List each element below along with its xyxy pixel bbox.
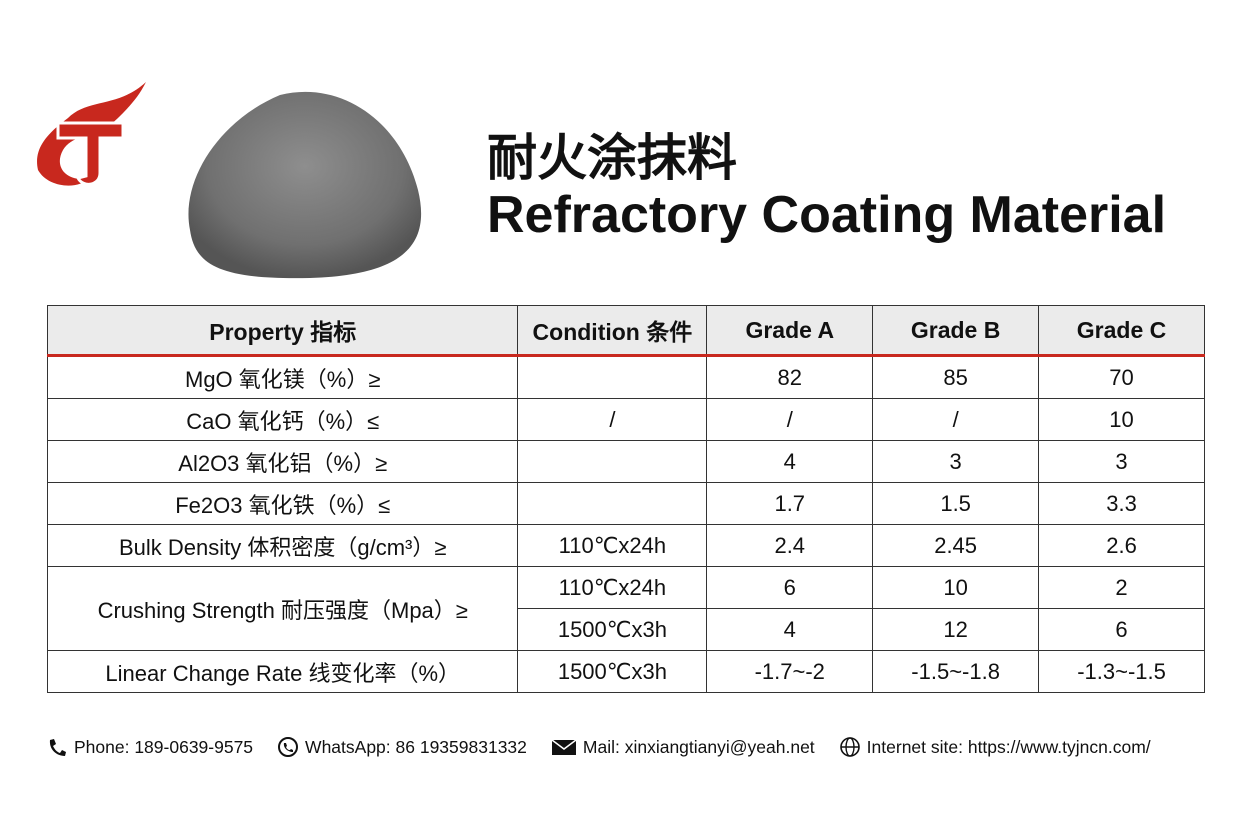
property-cell: CaO 氧化钙（%）≤: [46, 398, 519, 441]
table-body: MgO 氧化镁（%）≥ 82 85 70 CaO 氧化钙（%）≤ / //10 Al2O3 氧…: [46, 355, 1205, 693]
column-header: Grade A: [706, 305, 874, 357]
value-cell: 1.7: [706, 482, 874, 525]
value-cell: 3.3: [1038, 482, 1205, 525]
condition-cell: [517, 482, 708, 525]
property-cell: Bulk Density 体积密度（g/cm³）≥: [46, 524, 519, 567]
property-cell: Al2O3 氧化铝（%）≥: [46, 440, 519, 483]
column-header: Condition 条件: [517, 305, 708, 357]
contact-text: Internet site: https://www.tyjncn.com/: [866, 736, 1151, 757]
table-row: CaO 氧化钙（%）≤ / //10: [46, 398, 1205, 441]
value-cell: /: [872, 398, 1040, 441]
value-cell: 2.6: [1038, 524, 1205, 567]
value-cell: 6: [1038, 608, 1205, 651]
value-cell: 6: [706, 566, 874, 609]
value-cell: 70: [1038, 355, 1205, 399]
value-cell: 4: [706, 440, 874, 483]
contact-text: WhatsApp: 86 19359831332: [305, 736, 527, 757]
contact: Mail: xinxiangtianyi@yeah.net: [551, 736, 815, 758]
condition-cell: [517, 355, 708, 399]
title-cn: 耐火涂抹料: [487, 129, 737, 187]
value-cell: 3: [1038, 440, 1205, 483]
condition-cell: 1500℃x3h: [517, 650, 708, 693]
value-cell: -1.7~-2: [706, 650, 874, 693]
value-cell: 10: [1038, 398, 1205, 441]
value-cell: -1.3~-1.5: [1038, 650, 1205, 693]
logo: [37, 82, 146, 186]
table-row: MgO 氧化镁（%）≥ 82 85 70: [46, 355, 1205, 399]
contact: Phone: 189-0639-9575: [46, 736, 253, 758]
value-cell: 4: [706, 608, 874, 651]
value-cell: 2: [1038, 566, 1205, 609]
value-cell: 3: [872, 440, 1040, 483]
column-header: Grade C: [1038, 305, 1205, 357]
value-cell: 12: [872, 608, 1040, 651]
table-row: 1500℃x3h 4 12 6: [48, 608, 1205, 651]
property-cell: Crushing Strength 耐压强度（Mpa）≥: [46, 566, 519, 651]
value-cell: 1.5: [872, 482, 1040, 525]
condition-cell: 1500℃x3h: [517, 608, 708, 651]
column-header: Grade B: [872, 305, 1040, 357]
table-row: Crushing Strength 耐压强度（Mpa）≥ 110℃x24h 6 10 2: [46, 566, 1205, 651]
globe-icon: [839, 737, 860, 757]
value-cell: /: [706, 398, 874, 441]
condition-cell: 110℃x24h: [517, 566, 708, 609]
title-en: Refractory Coating Material: [487, 186, 1167, 244]
contacts: Phone: 189-0639-9575 WhatsApp: 86 193598…: [46, 736, 1151, 758]
column-header: Property 指标: [46, 305, 519, 357]
phone-icon: [49, 739, 66, 756]
value-cell: 85: [872, 355, 1040, 399]
mail-icon: [551, 739, 577, 755]
whatsapp-icon: [278, 737, 299, 757]
table-row: Al2O3 氧化铝（%）≥ 4 3 3: [46, 440, 1205, 483]
condition-cell: /: [517, 398, 708, 441]
condition-cell: [517, 440, 708, 483]
contact: Internet site: https://www.tyjncn.com/: [839, 736, 1151, 758]
spec-table: Property 指标 Condition 条件 Grade A Grade B Gra…: [46, 305, 1205, 693]
property-cell: Fe2O3 氧化铁（%）≤: [46, 482, 519, 525]
table-row: Bulk Density 体积密度（g/cm³）≥ 110℃x24h 2.4 2.45…: [46, 524, 1205, 567]
condition-cell: 110℃x24h: [517, 524, 708, 567]
value-cell: 2.4: [706, 524, 874, 567]
value-cell: 82: [706, 355, 874, 399]
product-image: [188, 91, 422, 279]
contact-text: Mail: xinxiangtianyi@yeah.net: [582, 736, 815, 757]
value-cell: -1.5~-1.8: [872, 650, 1040, 693]
table-row: Linear Change Rate 线变化率（%） 1500℃x3h -1.7~-…: [46, 650, 1205, 693]
contact-text: Phone: 189-0639-9575: [74, 736, 254, 757]
table-row: Fe2O3 氧化铁（%）≤ 1.7 1.5 3.3: [46, 482, 1205, 525]
value-cell: 10: [872, 566, 1040, 609]
header-row: Property 指标 Condition 条件 Grade A Grade B Gra…: [46, 305, 1205, 357]
value-cell: 2.45: [872, 524, 1040, 567]
property-cell: Linear Change Rate 线变化率（%）: [46, 650, 519, 693]
contact: WhatsApp: 86 19359831332: [277, 736, 527, 758]
property-cell: MgO 氧化镁（%）≥: [46, 355, 519, 399]
